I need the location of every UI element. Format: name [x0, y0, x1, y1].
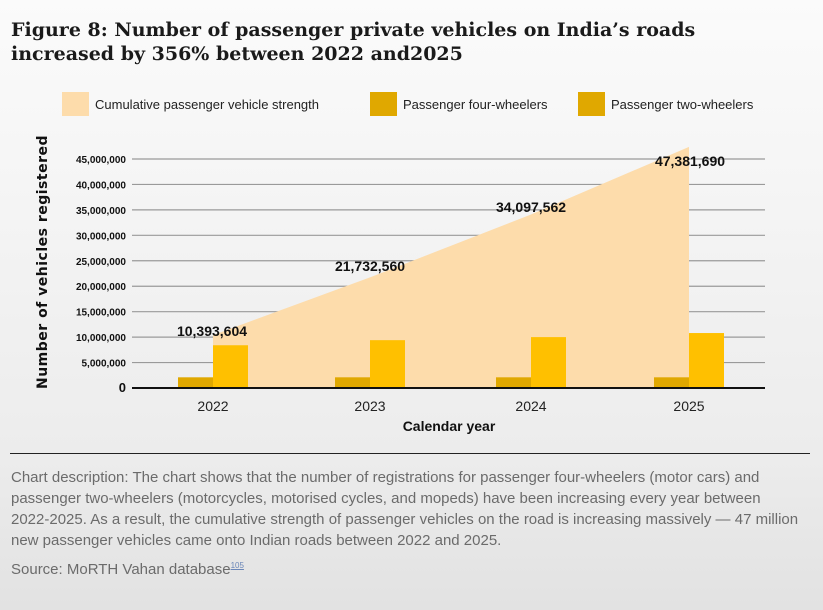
x-tick-label: 2023 [354, 398, 385, 414]
x-tick-label: 2024 [515, 398, 546, 414]
y-tick-label: 40,000,000 [76, 180, 126, 191]
y-tick-label: 15,000,000 [76, 308, 126, 319]
bar-two-wheelers [689, 333, 724, 388]
y-tick-label: 10,000,000 [76, 333, 126, 344]
y-axis-title: Number of vehicles registered [35, 135, 51, 389]
cumulative-area [213, 146, 689, 388]
y-tick-label: 45,000,000 [76, 155, 126, 166]
y-tick-label: 25,000,000 [76, 257, 126, 268]
bar-four-wheelers [335, 377, 370, 388]
legend-item-cumulative: Cumulative passenger vehicle strength [62, 92, 319, 116]
data-label: 47,381,690 [655, 153, 725, 169]
data-label: 34,097,562 [496, 199, 566, 215]
legend-label: Passenger four-wheelers [403, 96, 548, 112]
chart: 0 5,000,000 10,000,000 15,000,000 20,000,000… [35, 135, 765, 434]
data-label: 21,732,560 [335, 258, 405, 274]
bar-four-wheelers [178, 377, 213, 388]
source-note: Source: MoRTH Vahan database105 [11, 561, 244, 578]
y-tick-label: 0 [119, 380, 126, 395]
bar-two-wheelers [531, 337, 566, 388]
legend-swatch [62, 92, 89, 116]
footnote-link[interactable]: 105 [230, 561, 244, 570]
y-tick-label: 30,000,000 [76, 231, 126, 242]
legend-item-four-wheelers: Passenger four-wheelers [370, 92, 548, 116]
chart-description: Chart description: The chart shows that … [11, 469, 799, 549]
legend-swatch [370, 92, 397, 116]
bar-two-wheelers [213, 345, 248, 388]
y-tick-label: 20,000,000 [76, 282, 126, 293]
data-label: 10,393,604 [177, 323, 247, 339]
divider [10, 453, 810, 454]
y-tick-label: 35,000,000 [76, 206, 126, 217]
bar-four-wheelers [496, 377, 531, 388]
legend-item-two-wheelers: Passenger two-wheelers [578, 92, 753, 116]
bar-four-wheelers [654, 377, 689, 388]
x-tick-label: 2022 [197, 398, 228, 414]
legend-label: Cumulative passenger vehicle strength [95, 96, 320, 112]
figure-title: Figure 8: Number of passenger private ve… [11, 19, 696, 65]
source-text: Source: MoRTH Vahan database [11, 561, 231, 578]
y-tick-label: 5,000,000 [82, 359, 127, 370]
bar-two-wheelers [370, 340, 405, 388]
x-tick-label: 2025 [673, 398, 704, 414]
legend-label: Passenger two-wheelers [611, 96, 754, 112]
x-axis-title: Calendar year [403, 418, 496, 434]
legend-swatch [578, 92, 605, 116]
